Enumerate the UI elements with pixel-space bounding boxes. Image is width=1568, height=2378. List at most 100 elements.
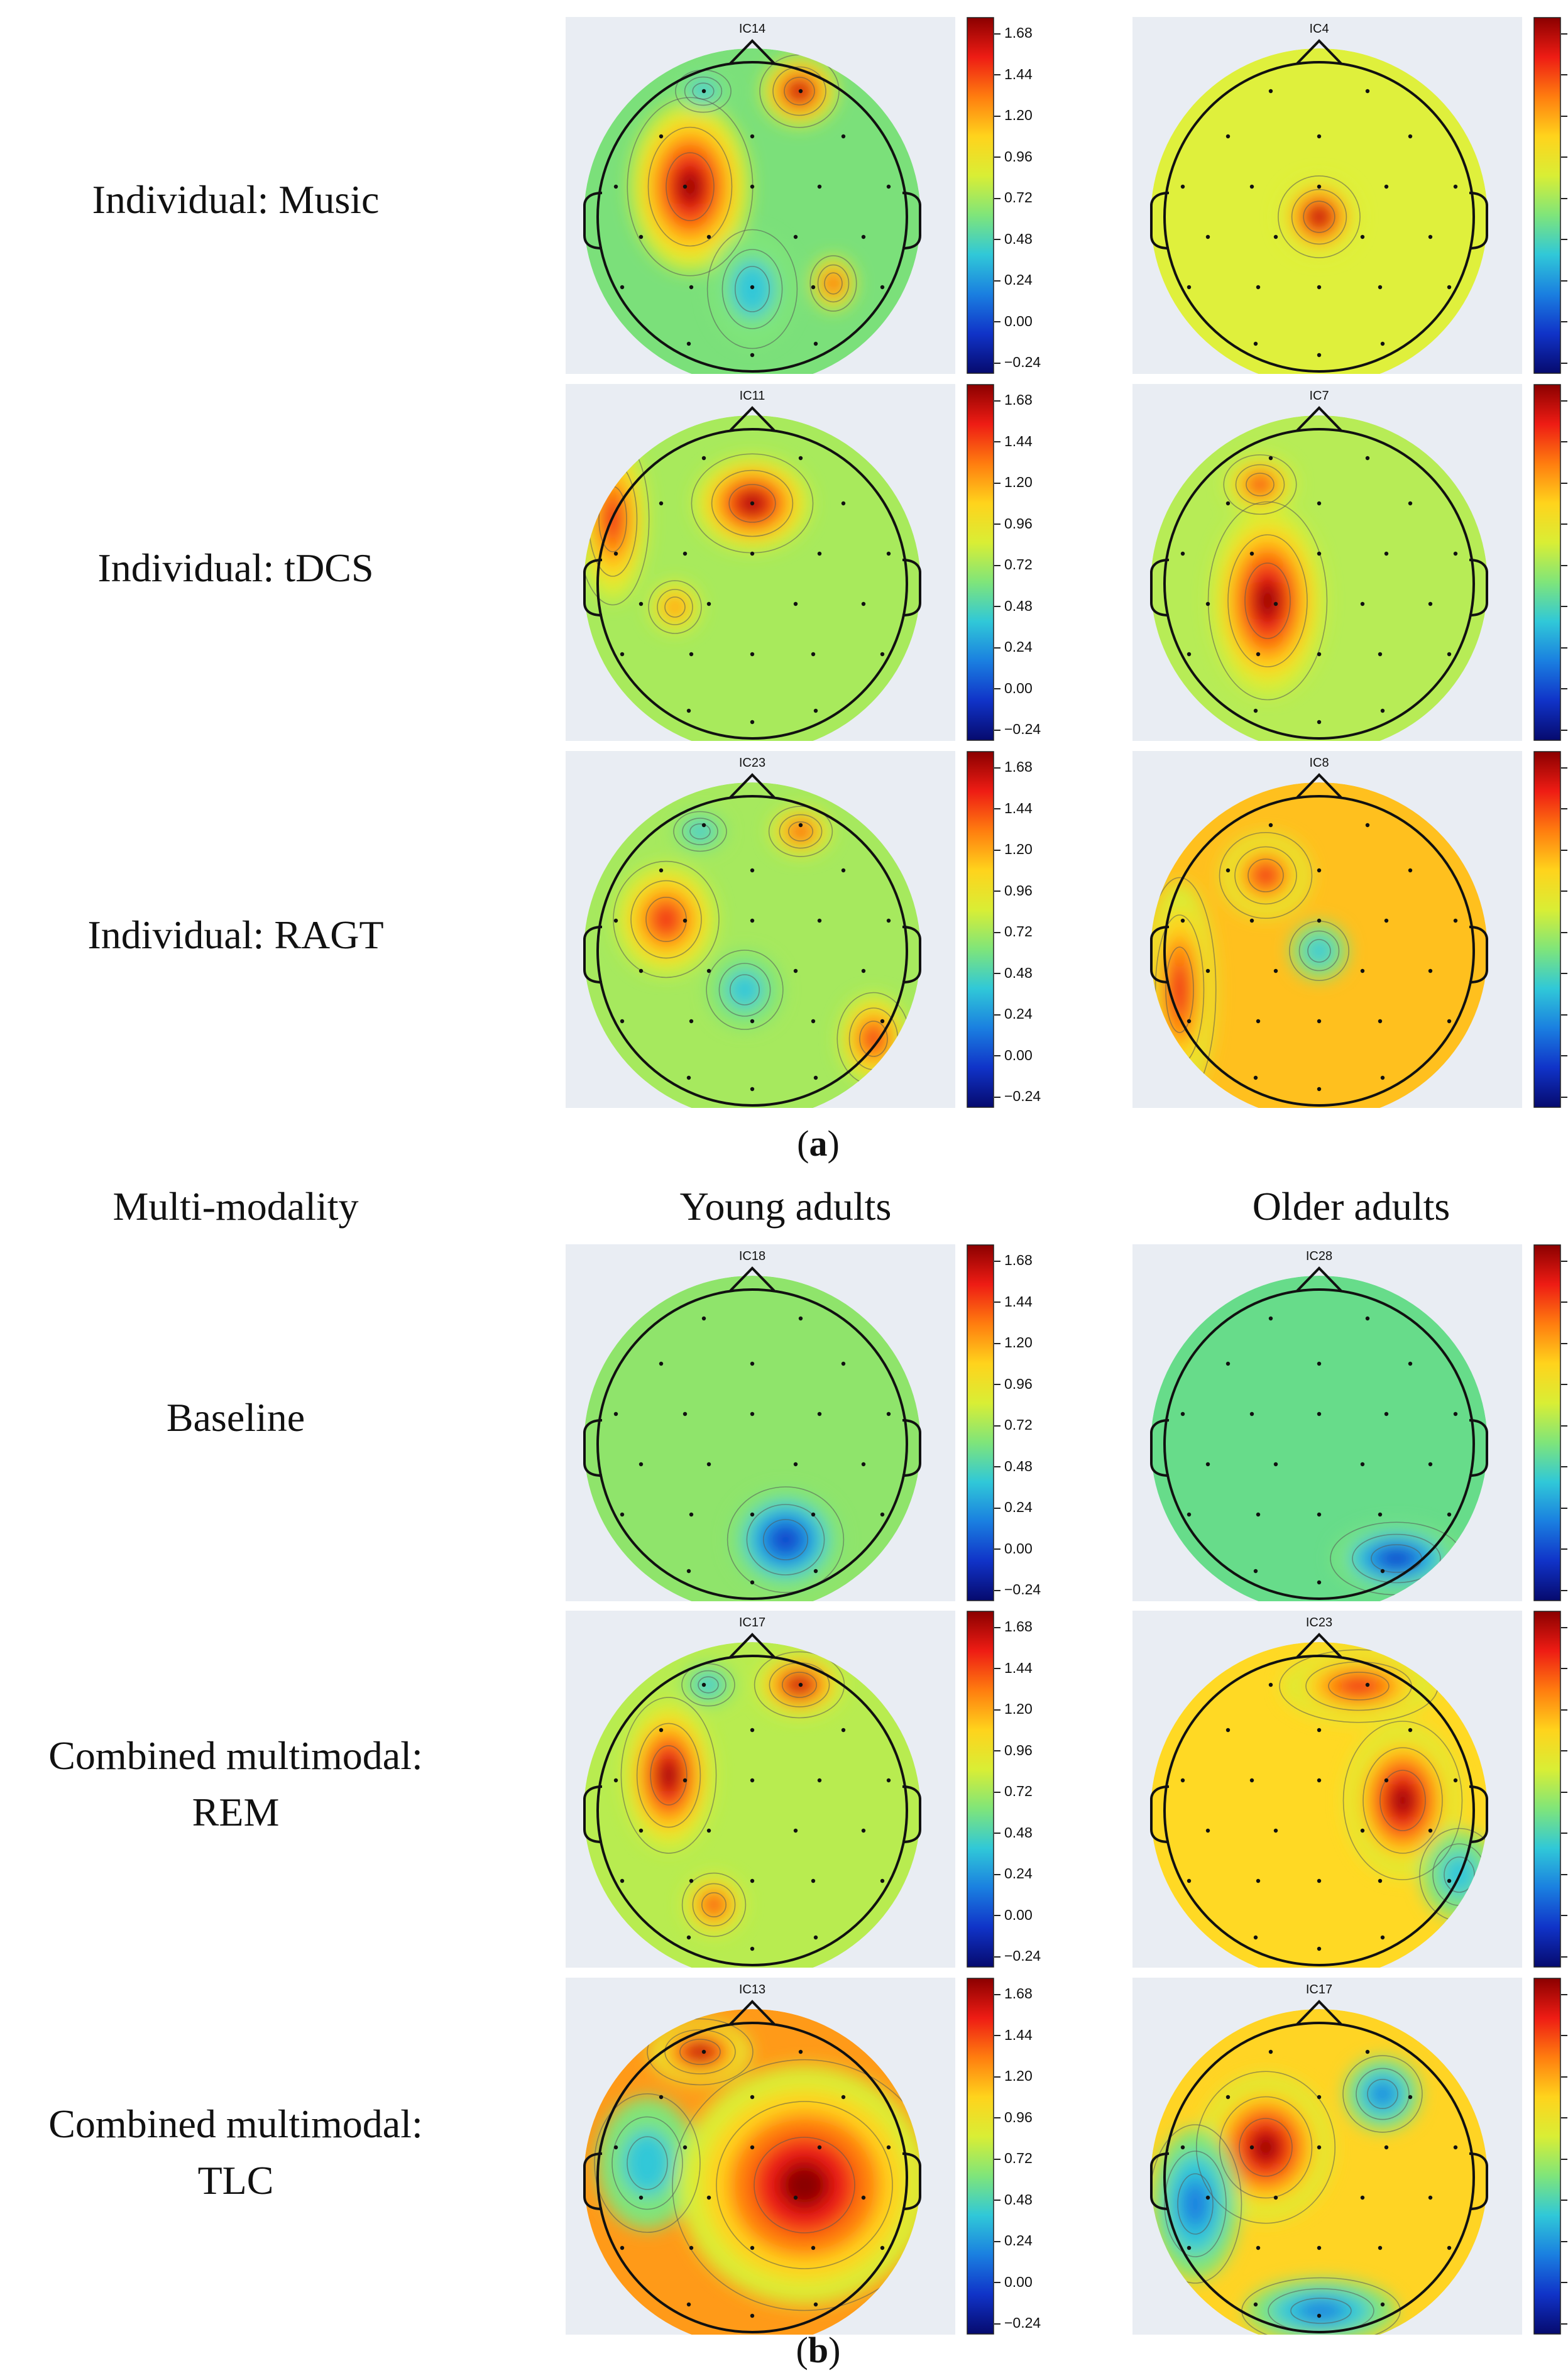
colorbar-tick-label: 0.72 xyxy=(1561,189,1568,205)
colorbar-tick-label: 0.96 xyxy=(1561,148,1568,165)
electrode-dot xyxy=(701,456,706,461)
electrode-dot xyxy=(798,2049,803,2054)
electrode-dot xyxy=(841,2095,846,2100)
colorbar-tick-label: 0.48 xyxy=(1561,1824,1568,1841)
electrode-dot xyxy=(1384,184,1389,189)
colorbar-tick-label: 0.00 xyxy=(1561,680,1568,696)
electrode-dot xyxy=(683,918,688,923)
electrode-dot xyxy=(750,720,755,725)
contour-line xyxy=(630,880,702,959)
right-ear-outline xyxy=(1469,1785,1488,1843)
deactivation-blob xyxy=(622,2130,672,2196)
electrode-dot xyxy=(639,601,644,606)
electrode-dot xyxy=(813,1569,818,1574)
electrode-dot xyxy=(798,823,803,828)
deactivation-blob xyxy=(688,822,713,841)
colorbar-tick-label: 1.44 xyxy=(994,1660,1033,1676)
electrode-dot xyxy=(1447,652,1452,657)
contour-line xyxy=(1379,1770,1426,1831)
electrode-dot xyxy=(880,1019,885,1024)
electrode-dot xyxy=(750,652,755,657)
contour-line xyxy=(718,963,771,1017)
activation-blob xyxy=(678,170,702,204)
electrode-dot xyxy=(1317,184,1322,189)
electrode-dot xyxy=(1253,1569,1258,1574)
map-b1-older: IC28 xyxy=(1132,1244,1522,1601)
electrode-dot xyxy=(1187,285,1192,290)
colorbar-tick-label: 0.48 xyxy=(1561,1458,1568,1474)
electrode-dot xyxy=(701,1316,706,1321)
colorbar-tick-label: 0.48 xyxy=(1561,231,1568,247)
electrode-dot xyxy=(1380,1569,1385,1574)
electrode-dot xyxy=(1384,1778,1389,1783)
electrode-dot xyxy=(686,1075,691,1080)
electrode-dot xyxy=(750,2095,755,2100)
electrode-dot xyxy=(750,2145,755,2150)
colorbar-tick-label: 1.20 xyxy=(1561,1701,1568,1717)
colorbar-ticks: 1.68 1.44 1.20 0.96 0.72 0.48 0.24 0.00 −0.24 xyxy=(994,751,1088,1108)
electrode-dot xyxy=(620,1512,625,1517)
contour-line xyxy=(1278,175,1361,258)
colorbar-tick-label: 0.24 xyxy=(994,1499,1033,1515)
electrode-dot xyxy=(659,1361,664,1366)
colorbar-tick-label: 0.96 xyxy=(994,515,1033,532)
left-ear-outline xyxy=(583,559,603,616)
topomap-svg xyxy=(1150,39,1488,374)
left-ear-outline xyxy=(1150,192,1170,249)
colorbar-tick-label: 0.72 xyxy=(994,2150,1033,2166)
electrode-dot xyxy=(613,2145,618,2150)
electrode-dot xyxy=(811,1019,816,1024)
colorbar-tick-label: 0.24 xyxy=(994,1005,1033,1022)
electrode-dot xyxy=(1317,1878,1322,1883)
electrode-dot xyxy=(750,1087,755,1092)
activation-blob xyxy=(1311,209,1327,225)
electrode-dot xyxy=(689,652,694,657)
colorbar-tick-label: 0.48 xyxy=(994,1458,1033,1474)
contour-line xyxy=(682,818,718,845)
colorbar-tick-label: 1.68 xyxy=(994,1252,1033,1268)
contour-line xyxy=(859,1021,888,1057)
electrode-dot xyxy=(1317,501,1322,506)
electrode-dot xyxy=(620,1878,625,1883)
colorbar-tick-label: 1.44 xyxy=(1561,1293,1568,1310)
electrode-dot xyxy=(620,2245,625,2250)
electrode-dot xyxy=(1273,1462,1278,1467)
colorbar-tick-label: 0.96 xyxy=(994,882,1033,899)
colorbar-tick-label: 0.72 xyxy=(994,1783,1033,1799)
electrode-dot xyxy=(1249,1778,1254,1783)
electrode-dot xyxy=(1447,1019,1452,1024)
electrode-dot xyxy=(1365,1316,1370,1321)
head-outline xyxy=(1163,2022,1475,2333)
colorbar-tick-label: 0.72 xyxy=(994,923,1033,940)
electrode-dot xyxy=(750,1728,755,1733)
colorbar-tick-label: −0.24 xyxy=(1561,721,1568,737)
electrode-dot xyxy=(1256,1878,1261,1883)
electrode-dot xyxy=(861,2195,866,2200)
electrode-dot xyxy=(1180,2145,1185,2150)
contour-line xyxy=(706,950,784,1030)
map-a3-young: IC23 xyxy=(566,751,955,1108)
electrode-dot xyxy=(750,285,755,290)
head-outline xyxy=(1163,795,1475,1107)
electrode-dot xyxy=(1317,1728,1322,1733)
contour-line xyxy=(1307,939,1331,963)
scalp-base-fill xyxy=(584,415,921,741)
deactivation-blob xyxy=(696,1675,721,1695)
colorbar-gradient xyxy=(967,1244,994,1601)
colorbar-tick-label: 0.72 xyxy=(1561,923,1568,940)
contour-line xyxy=(706,229,798,349)
electrode-dot xyxy=(1380,708,1385,713)
electrode-dot xyxy=(886,918,891,923)
topomap-svg xyxy=(583,406,921,741)
electrode-dot xyxy=(1205,968,1210,973)
electrode-dot xyxy=(1317,353,1322,358)
electrode-dot xyxy=(1317,1019,1322,1024)
electrode-dot xyxy=(1384,2145,1389,2150)
electrode-dot xyxy=(620,285,625,290)
colorbar-ticks: 1.68 1.44 1.20 0.96 0.72 0.48 0.24 0.00 −0.24 xyxy=(994,17,1088,374)
electrode-dot xyxy=(886,1411,891,1416)
electrode-dot xyxy=(613,1778,618,1783)
electrode-dot xyxy=(811,2245,816,2250)
activation-blob xyxy=(1340,1677,1378,1695)
contour-line xyxy=(1234,846,1297,905)
